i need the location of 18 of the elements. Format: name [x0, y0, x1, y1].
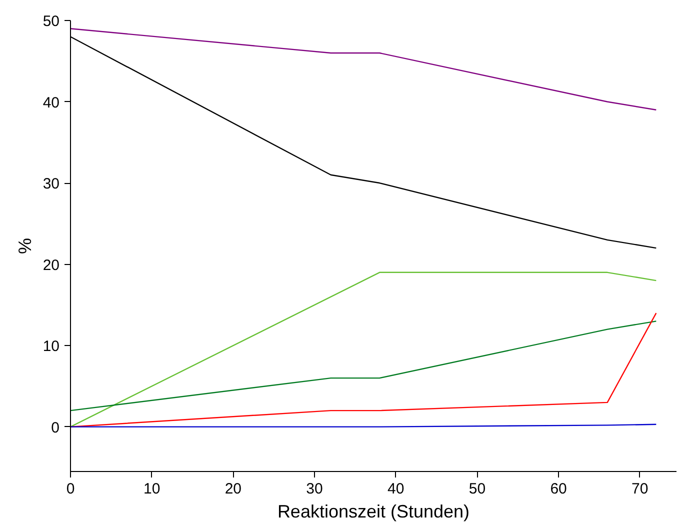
y-tick-label: 0	[51, 419, 60, 436]
x-tick-label: 10	[144, 480, 160, 498]
x-tick-label: 20	[224, 480, 242, 498]
y-tick-label: 30	[42, 176, 60, 193]
y-tick-label: 10	[42, 338, 60, 356]
x-tick-label: 60	[550, 480, 567, 498]
x-tick-label: 0	[66, 480, 75, 498]
x-tick-label: 40	[388, 480, 404, 498]
y-axis-title: %	[14, 238, 35, 254]
x-axis-title: Reaktionszeit (Stunden)	[277, 502, 470, 522]
y-tick-label: 50	[42, 13, 60, 30]
x-tick-label: 70	[632, 480, 648, 498]
x-tick-label: 30	[306, 480, 323, 498]
y-tick-label: 20	[42, 256, 60, 274]
x-tick-label: 50	[468, 480, 486, 498]
line-series	[70, 320, 657, 412]
y-tick-label: 40	[42, 94, 60, 112]
line-series	[70, 28, 657, 110]
